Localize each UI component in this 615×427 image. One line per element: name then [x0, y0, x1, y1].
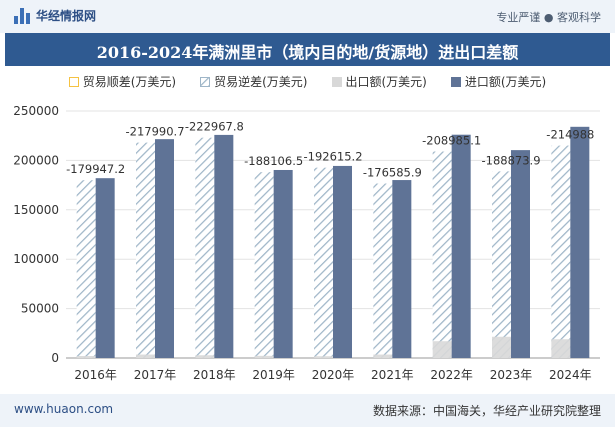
data-label: -176585.9 [363, 166, 422, 180]
x-tick-label: 2018年 [193, 368, 236, 382]
y-tick-label: 150000 [13, 203, 59, 217]
x-tick-label: 2022年 [430, 368, 473, 382]
bar-deficit [195, 137, 215, 358]
x-tick-label: 2023年 [490, 368, 533, 382]
data-label: -179947.2 [66, 162, 125, 176]
title-bar: 2016-2024年满洲里市（境内目的地/货源地）进出口差额 [5, 33, 610, 66]
bar-import [155, 139, 174, 358]
y-tick-label: 250000 [13, 104, 59, 118]
footer-website: www.huaon.com [14, 402, 114, 416]
y-tick-label: 50000 [21, 302, 59, 316]
bar-export [373, 354, 393, 358]
legend-swatch-deficit [200, 76, 211, 87]
bar-deficit [373, 183, 393, 358]
data-label: -188106.5 [244, 154, 303, 168]
bar-export [432, 341, 452, 358]
bar-import [333, 165, 352, 358]
data-label: -214988 [546, 128, 594, 142]
y-tick-label: 200000 [13, 153, 59, 167]
bar-deficit [492, 171, 511, 358]
bar-deficit [551, 145, 571, 358]
legend-label-export: 出口额(万美元) [345, 75, 427, 89]
bar-deficit [254, 172, 274, 358]
legend-item-import: 进口额(万美元) [450, 73, 547, 90]
bar-import [214, 134, 234, 358]
bar-import [511, 150, 530, 358]
bar-import [451, 134, 471, 358]
data-label: -222967.8 [185, 120, 244, 134]
bar-import [273, 169, 293, 358]
tagline: 专业严谨 ● 客观科学 [496, 11, 601, 24]
legend-swatch-import [450, 76, 461, 87]
legend-label-deficit: 贸易逆差(万美元) [214, 75, 308, 89]
footer: www.huaon.com 数据来源：中国海关，华经产业研究院整理 [0, 394, 615, 427]
x-tick-label: 2021年 [371, 368, 414, 382]
top-bar: 华经情报网 专业严谨 ● 客观科学 [0, 0, 615, 33]
data-label: -188873.9 [481, 153, 540, 167]
x-tick-label: 2020年 [312, 368, 355, 382]
brand: 华经情报网 [14, 7, 96, 24]
x-tick-label: 2017年 [134, 368, 177, 382]
data-label: -192615.2 [303, 150, 362, 164]
legend-item-surplus: 贸易顺差(万美元) [68, 73, 177, 90]
legend-label-surplus: 贸易顺差(万美元) [82, 75, 177, 89]
bar-deficit [314, 167, 333, 358]
brand-logo-icon [14, 7, 30, 24]
bar-import [570, 126, 590, 358]
y-tick-label: 100000 [13, 252, 59, 266]
legend-swatch-export [331, 76, 342, 87]
data-label: -217990.7 [125, 125, 184, 139]
legend-item-deficit: 贸易逆差(万美元) [200, 73, 308, 90]
bar-deficit [136, 142, 155, 358]
legend: 贸易顺差(万美元) 贸易逆差(万美元) 出口额(万美元) 进口额(万美元) [0, 73, 615, 90]
y-tick-label: 0 [51, 351, 59, 365]
bar-export [254, 355, 274, 358]
data-label: -208985.1 [422, 134, 481, 148]
bar-deficit [432, 151, 452, 358]
bar-import [95, 178, 115, 358]
x-tick-label: 2019年 [252, 368, 295, 382]
bar-export [314, 356, 333, 358]
legend-item-export: 出口额(万美元) [331, 73, 427, 90]
chart-title: 2016-2024年满洲里市（境内目的地/货源地）进出口差额 [96, 43, 519, 62]
legend-label-import: 进口额(万美元) [464, 75, 547, 89]
brand-name: 华经情报网 [36, 9, 97, 23]
x-tick-label: 2016年 [74, 368, 117, 382]
bar-export [551, 339, 571, 358]
bar-export [492, 336, 511, 358]
bar-export [136, 354, 155, 358]
bar-import [392, 180, 412, 358]
x-tick-label: 2024年 [549, 368, 592, 382]
bar-export [195, 355, 215, 358]
legend-swatch-surplus [68, 76, 79, 87]
bar-deficit [76, 180, 96, 358]
footer-source: 数据来源：中国海关，华经产业研究院整理 [372, 404, 601, 418]
bar-export [76, 356, 96, 358]
